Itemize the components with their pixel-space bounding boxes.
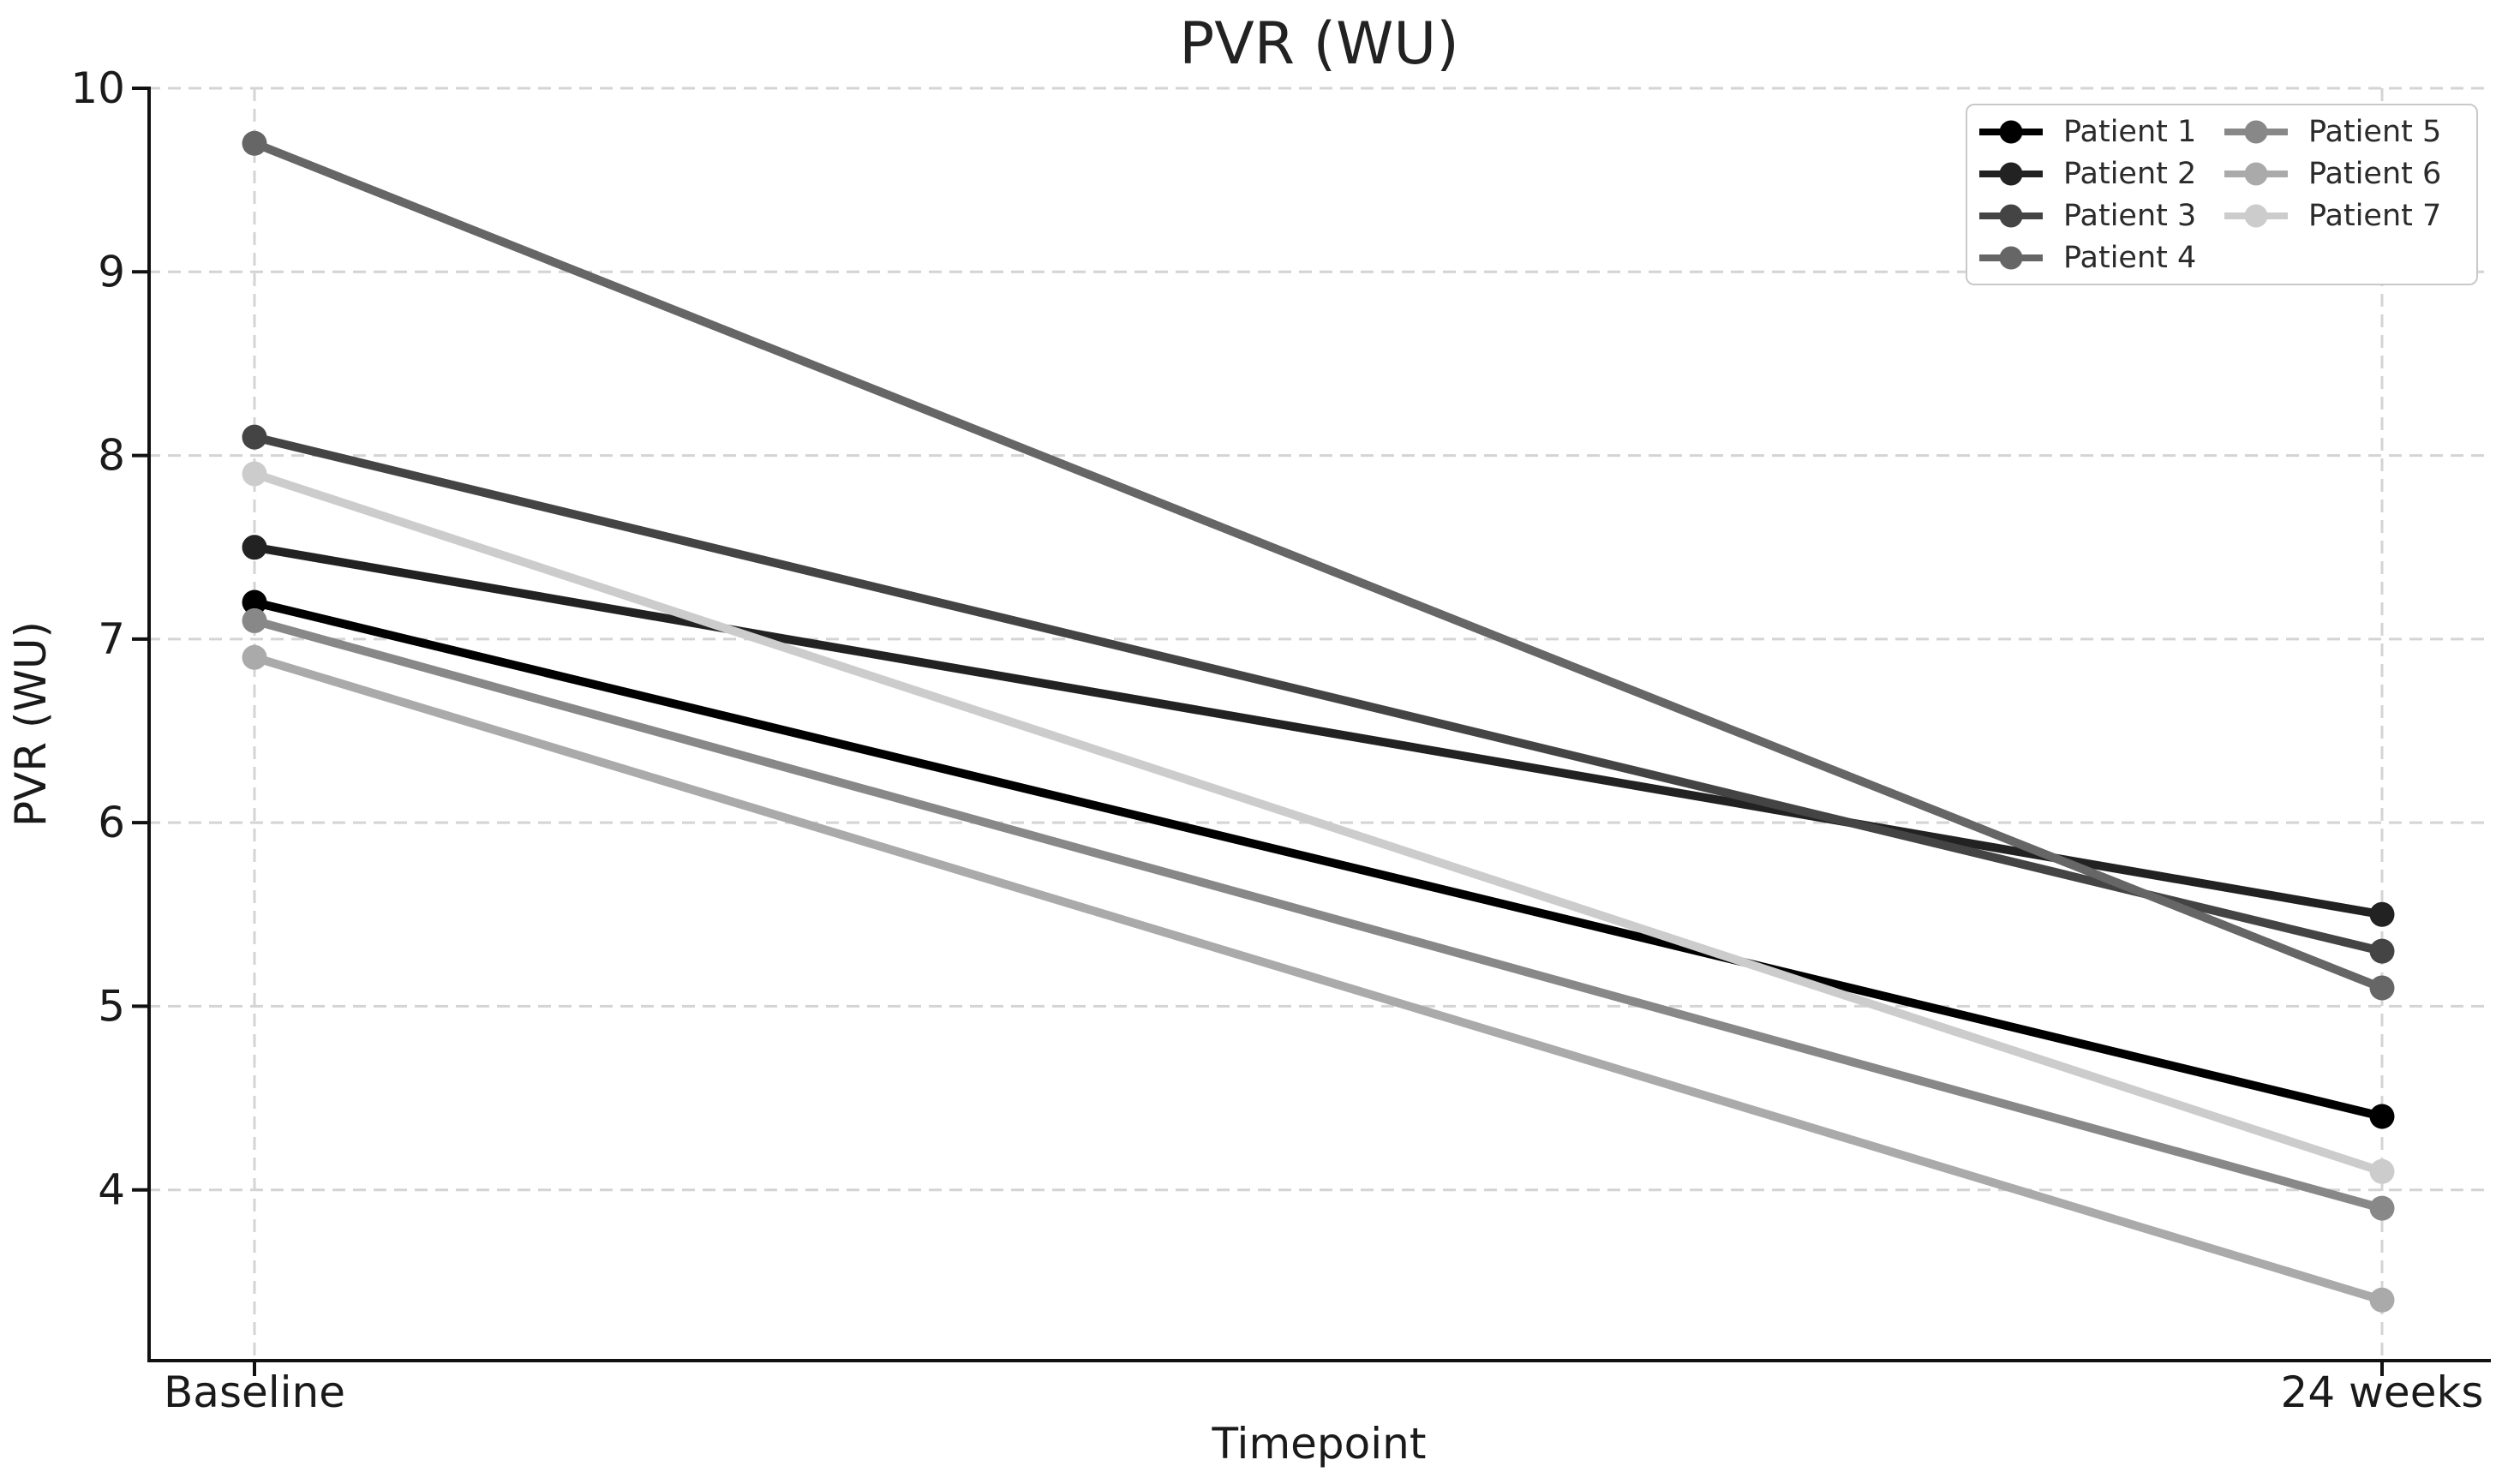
data-point-patient-1 (2369, 1104, 2395, 1129)
x-tick-label: Baseline (164, 1367, 345, 1417)
legend-item-patient-5: Patient 5 (2223, 115, 2468, 149)
data-point-patient-1 (242, 589, 267, 615)
legend-label: Patient 3 (2063, 198, 2197, 233)
data-point-patient-2 (242, 535, 267, 560)
y-tick-label: 4 (98, 1165, 125, 1215)
y-tick-label: 8 (98, 431, 125, 481)
y-tick-label: 5 (98, 981, 125, 1031)
legend-line-marker-icon (1979, 204, 2043, 227)
legend-item-patient-3: Patient 3 (1978, 199, 2223, 233)
series-line-patient-2 (250, 542, 2386, 919)
series-line-patient-3 (250, 433, 2386, 956)
legend-line-marker-icon (2224, 120, 2288, 143)
data-point-patient-3 (2369, 938, 2395, 964)
legend-label: Patient 1 (2063, 114, 2197, 149)
legend-line-marker-icon (2224, 204, 2288, 227)
legend-label: Patient 6 (2308, 156, 2442, 191)
legend-item-patient-6: Patient 6 (2223, 157, 2468, 191)
x-axis-label: Timepoint (1212, 1419, 1427, 1469)
series-line-patient-1 (250, 598, 2386, 1121)
data-point-patient-5 (2369, 1195, 2395, 1221)
data-point-patient-2 (2369, 901, 2395, 927)
legend-label: Patient 5 (2308, 114, 2442, 149)
legend-label: Patient 7 (2308, 198, 2442, 233)
series-line-patient-5 (250, 616, 2386, 1213)
legend-line-marker-icon (1979, 120, 2043, 143)
data-point-patient-7 (242, 461, 267, 487)
legend-item-patient-1: Patient 1 (1978, 115, 2223, 149)
legend-item-patient-7: Patient 7 (2223, 199, 2468, 233)
series-line-patient-7 (250, 470, 2386, 1176)
data-point-patient-4 (2369, 975, 2395, 1001)
data-point-patient-4 (242, 130, 267, 156)
legend: Patient 1 Patient 2 Patient 3 Patient 4 Pati… (1966, 104, 2478, 285)
y-tick-label: 7 (98, 614, 125, 664)
legend-item-patient-2: Patient 2 (1978, 157, 2223, 191)
data-point-patient-5 (242, 607, 267, 633)
data-point-patient-6 (242, 644, 267, 670)
data-point-patient-7 (2369, 1158, 2395, 1184)
y-tick-label: 9 (98, 247, 125, 296)
legend-item-patient-4: Patient 4 (1978, 241, 2223, 275)
legend-line-marker-icon (1979, 162, 2043, 185)
chart-title: PVR (WU) (1179, 10, 1459, 78)
series-line-patient-4 (250, 139, 2386, 992)
y-tick-label: 6 (98, 798, 125, 847)
legend-label: Patient 2 (2063, 156, 2197, 191)
data-point-patient-3 (242, 424, 267, 450)
data-point-patient-6 (2369, 1287, 2395, 1313)
series-line-patient-6 (250, 653, 2386, 1305)
legend-line-marker-icon (2224, 162, 2288, 185)
legend-label: Patient 4 (2063, 240, 2197, 275)
legend-line-marker-icon (1979, 246, 2043, 269)
x-tick-label: 24 weeks (2281, 1367, 2484, 1417)
y-tick-label: 10 (70, 63, 125, 113)
